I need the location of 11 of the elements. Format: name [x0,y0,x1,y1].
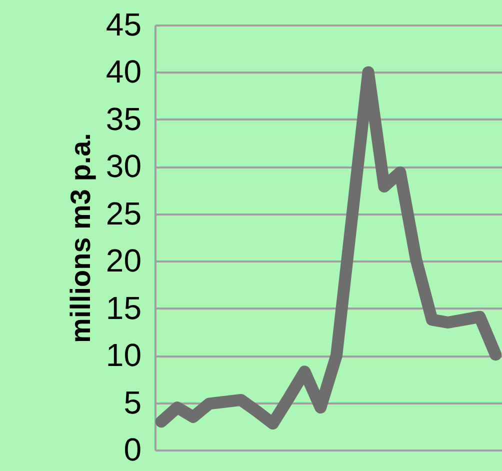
y-axis-title: millions m3 p.a. [64,132,96,344]
y-tick-label: 30 [106,148,142,184]
y-tick-label: 0 [124,432,142,468]
y-tick-label: 20 [106,242,142,279]
y-tick-label: 45 [106,6,142,42]
y-tick-label: 40 [106,54,142,90]
y-tick-label: 15 [106,290,142,326]
y-tick-label: 35 [106,100,142,137]
y-tick-label: 5 [124,384,142,420]
y-tick-label: 25 [106,195,142,232]
y-tick-label: 10 [106,337,142,374]
